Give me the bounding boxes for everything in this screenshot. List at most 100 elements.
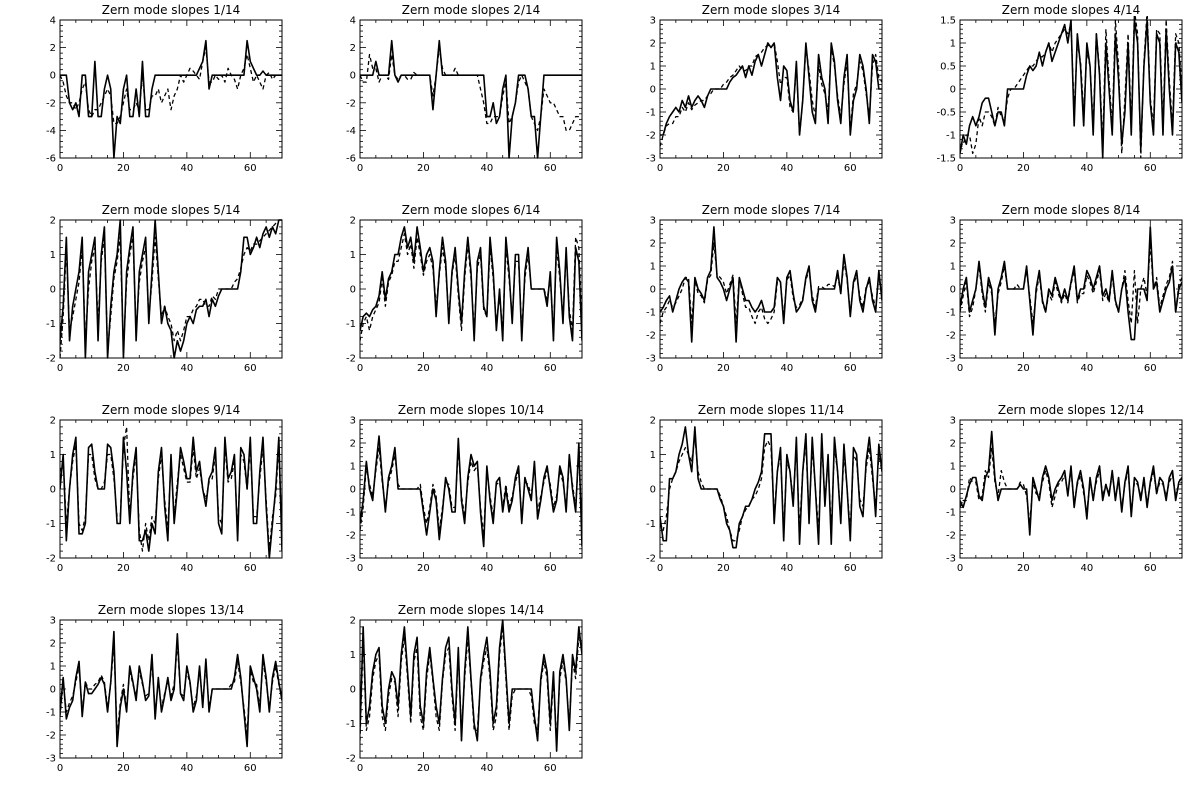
x-tick-label: 20 — [1017, 363, 1030, 374]
x-tick-label: 60 — [844, 163, 857, 174]
y-tick-label: 0.5 — [940, 62, 956, 73]
y-tick-label: -1 — [46, 519, 56, 530]
series-line-dashed — [60, 426, 282, 552]
x-tick-label: 0 — [57, 363, 63, 374]
y-tick-label: -1 — [346, 508, 356, 519]
y-tick-label: 2 — [50, 416, 56, 427]
x-tick-label: 40 — [180, 163, 193, 174]
x-tick-label: 20 — [417, 563, 430, 574]
chart-panel: Zern mode slopes 6/14 0 20 40 60 -2 -1 0 1 2 — [346, 203, 583, 374]
y-tick-label: -2 — [946, 531, 956, 542]
series-line-dashed — [960, 16, 1182, 159]
chart-panel: Zern mode slopes 12/14 0 20 40 60 -3 -2 -1 0 1 2 3 — [946, 403, 1183, 574]
x-tick-label: 60 — [244, 763, 257, 774]
y-tick-label: 2 — [350, 216, 356, 227]
y-tick-label: -2 — [646, 554, 656, 565]
y-tick-label: 1 — [650, 262, 656, 273]
x-tick-label: 60 — [244, 563, 257, 574]
x-tick-label: 40 — [1080, 363, 1093, 374]
chart-panel: Zern mode slopes 2/14 0 20 40 60 -6 -4 -2 0 2 4 — [346, 3, 583, 174]
series-line-solid — [60, 630, 282, 748]
chart-panel: Zern mode slopes 10/14 0 20 40 60 -3 -2 -1 0 1 2 3 — [346, 403, 583, 574]
x-tick-label: 20 — [1017, 163, 1030, 174]
series-line-solid — [360, 435, 582, 548]
x-tick-label: 20 — [717, 363, 730, 374]
x-tick-label: 60 — [544, 163, 557, 174]
chart-panel: Zern mode slopes 3/14 0 20 40 60 -3 -2 -1 0 1 2 3 — [646, 3, 883, 174]
x-tick-label: 40 — [780, 163, 793, 174]
x-tick-label: 40 — [180, 563, 193, 574]
y-tick-label: -3 — [646, 154, 656, 165]
y-tick-label: 0 — [650, 285, 656, 296]
x-tick-label: 0 — [657, 363, 663, 374]
y-tick-label: 2 — [650, 39, 656, 50]
y-tick-label: 2 — [350, 43, 356, 54]
chart-panel: Zern mode slopes 5/14 0 20 40 60 -2 -1 0 1 2 — [46, 203, 283, 374]
chart-panel: Zern mode slopes 13/14 0 20 40 60 -3 -2 -1 0 1 2 3 — [46, 603, 283, 774]
y-tick-label: 2 — [50, 216, 56, 227]
y-tick-label: -2 — [46, 554, 56, 565]
x-tick-label: 0 — [957, 363, 963, 374]
x-tick-label: 0 — [57, 563, 63, 574]
series-line-solid — [60, 39, 282, 159]
y-tick-label: -1 — [46, 708, 56, 719]
y-tick-label: -4 — [346, 126, 356, 137]
series-line-solid — [660, 426, 882, 549]
y-tick-label: 3 — [50, 616, 56, 627]
y-tick-label: 0 — [350, 685, 356, 696]
y-tick-label: 0 — [350, 285, 356, 296]
x-tick-label: 60 — [544, 763, 557, 774]
y-tick-label: 1 — [350, 462, 356, 473]
chart-title: Zern mode slopes 1/14 — [102, 3, 241, 17]
y-tick-label: -1 — [346, 719, 356, 730]
series-line-dashed — [660, 242, 882, 325]
y-tick-label: -6 — [346, 154, 356, 165]
x-tick-label: 20 — [1017, 563, 1030, 574]
plot-frame — [359, 419, 583, 559]
chart-title: Zern mode slopes 9/14 — [102, 403, 241, 417]
y-tick-label: -2 — [946, 331, 956, 342]
y-tick-label: 2 — [350, 439, 356, 450]
chart-title: Zern mode slopes 12/14 — [998, 403, 1144, 417]
y-tick-label: -2 — [346, 98, 356, 109]
y-tick-label: -2 — [346, 531, 356, 542]
series-line-solid — [960, 430, 1182, 536]
y-tick-label: -2 — [646, 331, 656, 342]
chart-title: Zern mode slopes 7/14 — [702, 203, 841, 217]
y-tick-label: 3 — [650, 16, 656, 27]
y-tick-label: -1 — [346, 319, 356, 330]
y-tick-label: -1 — [946, 131, 956, 142]
series-line-dashed — [60, 219, 282, 359]
x-tick-label: 60 — [244, 363, 257, 374]
y-tick-label: 3 — [950, 216, 956, 227]
y-tick-label: 1 — [950, 39, 956, 50]
x-tick-label: 20 — [717, 563, 730, 574]
series-line-dashed — [60, 642, 282, 736]
y-tick-label: 2 — [50, 43, 56, 54]
series-line-dashed — [360, 446, 582, 536]
x-tick-label: 40 — [1080, 563, 1093, 574]
y-tick-label: -1.5 — [936, 154, 956, 165]
y-tick-label: -4 — [46, 126, 56, 137]
chart-title: Zern mode slopes 11/14 — [698, 403, 844, 417]
y-tick-label: -1 — [946, 308, 956, 319]
x-tick-label: 60 — [544, 363, 557, 374]
plot-frame — [59, 419, 283, 559]
y-tick-label: 1 — [50, 662, 56, 673]
x-tick-label: 0 — [357, 763, 363, 774]
chart-panel: Zern mode slopes 4/14 0 20 40 60 -1.5 -1 -0.5 0 0… — [936, 3, 1183, 174]
x-tick-label: 0 — [57, 763, 63, 774]
chart-title: Zern mode slopes 10/14 — [398, 403, 544, 417]
y-tick-label: 0 — [650, 485, 656, 496]
y-tick-label: -3 — [946, 554, 956, 565]
x-tick-label: 0 — [657, 163, 663, 174]
chart-title: Zern mode slopes 13/14 — [98, 603, 244, 617]
series-line-solid — [60, 436, 282, 559]
series-line-dashed — [960, 446, 1182, 525]
series-line-solid — [960, 226, 1182, 341]
y-tick-label: 0 — [650, 85, 656, 96]
x-tick-label: 60 — [244, 163, 257, 174]
chart-title: Zern mode slopes 2/14 — [402, 3, 541, 17]
series-line-dashed — [360, 626, 582, 742]
